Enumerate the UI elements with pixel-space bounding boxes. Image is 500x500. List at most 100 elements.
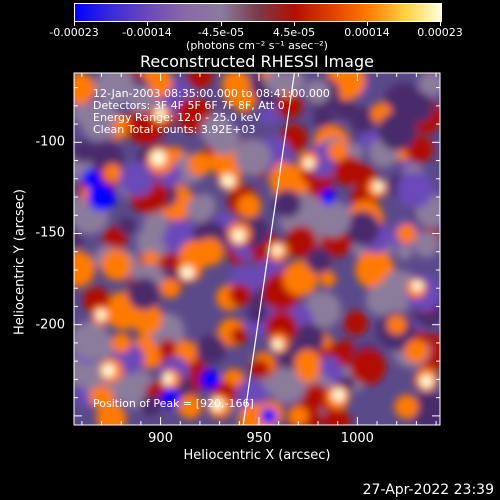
heatmap-blob [187,73,213,89]
heatmap-blob [337,339,355,358]
plot-frame [73,72,441,426]
colorbar [74,3,442,22]
emission-core [150,150,166,166]
emission-blob [319,271,336,288]
heatmap-blob [250,359,270,379]
heatmap-blob [318,303,339,324]
x-tick-label: 950 [246,431,272,446]
heatmap-blob [284,225,317,258]
emission-blob [89,385,114,410]
heatmap-blob [74,196,86,215]
colorbar-tick-label: -0.00023 [49,26,99,39]
heatmap-blob [349,106,376,133]
emission-blob [394,394,419,419]
heatmap-blob [230,327,248,344]
emission-blob [296,358,321,383]
heatmap-blob [119,161,155,197]
x-axis-label: Heliocentric X (arcsec) [183,448,331,463]
heatmap-blob [303,383,329,410]
heatmap-blob [306,247,332,274]
negative-blob [199,369,220,390]
heatmap-blob [333,156,364,187]
heatmap-blob [196,334,226,365]
heatmap-blob [365,284,398,316]
emission-core [303,157,315,169]
emission-blob [327,141,348,162]
colorbar-tick-label: -0.00014 [122,26,172,39]
annotation-time-range: 12-Jan-2003 08:35:00.000 to 08:41:00.000 [93,87,330,100]
timestamp: 27-Apr-2022 23:39 [362,482,494,498]
emission-core [419,374,434,389]
heatmap-blob [158,339,177,357]
heatmap-blob [94,73,135,106]
colorbar-tick-label: -4.5e-05 [197,26,245,39]
negative-blob [81,168,102,189]
heatmap-blob [234,379,268,412]
y-tick-label: -200 [35,317,65,333]
colorbar-tick-label: 4.5e-05 [272,26,316,39]
emission-blob [396,223,417,244]
heatmap-blob [103,163,122,183]
negative-blob [160,387,181,408]
heatmap-blob [260,106,279,126]
heatmap-blob [74,103,92,124]
emission-core [271,244,283,256]
heatmap-blob [229,283,252,306]
emission-blob [111,332,132,353]
emission-blob [288,405,309,425]
emission-core [411,280,423,292]
emission-core [95,309,107,321]
annotation-clean-counts: Clean Total counts: 3.92E+03 [93,123,256,136]
emission-core [180,265,194,280]
heatmap-blob [305,79,331,105]
peak-position-label: Position of Peak = [920,-166] [93,397,254,410]
heatmap-blob [101,249,132,280]
heatmap-blob [345,210,380,246]
emission-core [154,107,166,119]
annotation-detectors: Detectors: 3F 4F 5F 6F 7F 8F, Att 0 [93,99,285,112]
heatmap-blob [401,91,434,124]
emission-core [231,229,246,243]
heatmap-blob [396,243,413,260]
heatmap-blob [74,231,84,249]
heatmap-blob [396,171,434,209]
heatmap-blob [142,250,160,269]
heatmap-blob [127,277,160,311]
heatmap-blob [246,303,268,324]
solar-limb-line [242,72,295,426]
emission-blob [113,116,130,133]
emission-core [332,388,346,402]
annotation-energy-range: Energy Range: 12.0 - 25.0 keV [93,111,261,124]
heatmap-blob [413,231,440,258]
heatmap-blob [349,348,386,385]
emission-core [372,181,384,193]
heatmap-blob [231,87,256,113]
emission-blob [160,278,181,299]
heatmap-blob [74,73,96,105]
heatmap-blob [74,250,96,287]
heatmap-blob [314,200,352,238]
heatmap-blob [208,123,240,155]
heatmap-blob [186,196,213,223]
heatmap-blob [295,323,325,353]
heatmap-blob [234,139,272,176]
emission-blob [237,194,262,219]
heatmap-blob [418,73,440,97]
heatmap-blob [313,108,335,130]
emission-core [221,174,235,188]
heatmap-blob [282,260,319,297]
heatmap-blob [102,226,128,251]
emission-blob [178,394,203,419]
heatmap-blob [410,391,440,425]
colorbar-tick-label: 0.00014 [344,26,390,39]
emission-blob [195,237,224,266]
colorbar-tick-label: 0.00023 [417,26,463,39]
heatmap-blob [140,395,162,417]
chart-title: Reconstructed RHESSI Image [140,52,374,71]
axis-ticks [74,73,440,425]
colorbar-units: (photons cm⁻² s⁻¹ asec⁻²) [186,39,328,52]
heatmap-blob [264,73,289,94]
emission-blob [386,314,407,335]
emission-core [271,339,283,351]
